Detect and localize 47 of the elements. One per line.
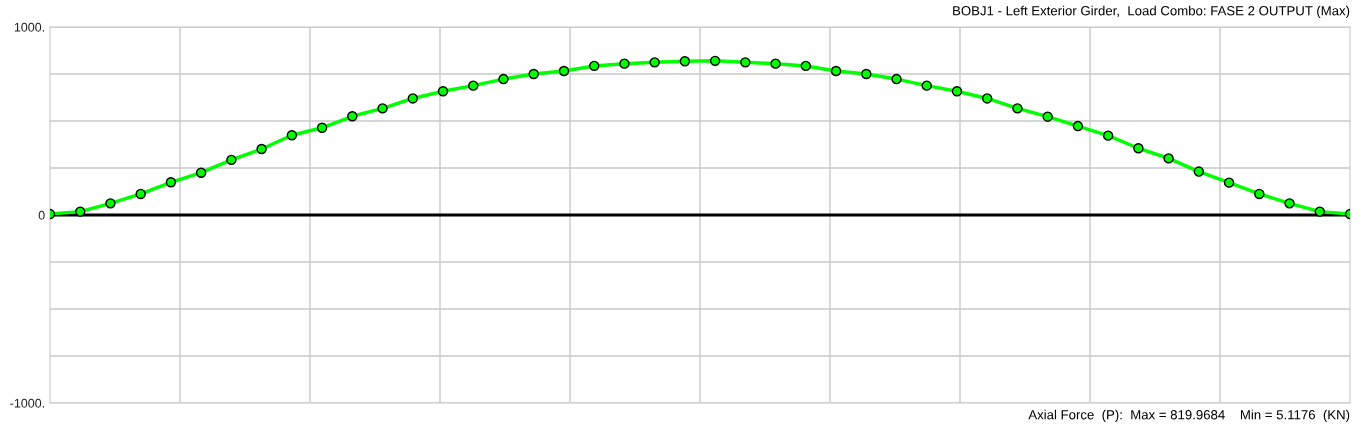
point [588, 60, 600, 72]
text: Axial Force (P): Max = 819.9684 Min = 5.1176 (KN) [1028, 409, 1350, 422]
point [1193, 166, 1205, 177]
point [619, 58, 630, 69]
point [982, 93, 993, 104]
point [528, 68, 539, 80]
point [1254, 188, 1265, 200]
point [649, 57, 660, 68]
point [709, 55, 721, 67]
point [195, 167, 207, 178]
point [1314, 206, 1325, 217]
point [105, 198, 116, 209]
point [1042, 111, 1053, 122]
point [286, 130, 298, 141]
point [1284, 198, 1295, 209]
point [437, 86, 449, 97]
point [891, 73, 902, 85]
y-tick-label: 1000. [14, 22, 44, 32]
point [1072, 120, 1084, 132]
point [135, 188, 146, 200]
point [407, 93, 418, 104]
point [770, 58, 781, 69]
point [558, 65, 570, 77]
point [498, 73, 509, 85]
point [951, 86, 963, 97]
chart-title: BOBJ1 - Left Exterior Girder, Load Combo: FASE 2 OUTPUT (Max) [953, 5, 1350, 18]
point [921, 80, 932, 91]
point [316, 122, 328, 133]
point [226, 154, 237, 166]
point [347, 111, 358, 122]
point [468, 80, 479, 91]
point [165, 177, 177, 188]
point [256, 143, 267, 155]
point [740, 57, 751, 68]
point [679, 56, 691, 67]
point [1223, 177, 1235, 188]
point [75, 206, 86, 217]
point [1163, 153, 1174, 164]
point [830, 65, 842, 77]
point [1133, 143, 1144, 154]
y-tick-label: -1000. [10, 398, 44, 408]
y-tick-label: 0 [38, 210, 45, 220]
point [1102, 130, 1114, 141]
point [1012, 103, 1023, 114]
point [861, 68, 872, 80]
point [377, 103, 388, 114]
point [800, 60, 812, 72]
